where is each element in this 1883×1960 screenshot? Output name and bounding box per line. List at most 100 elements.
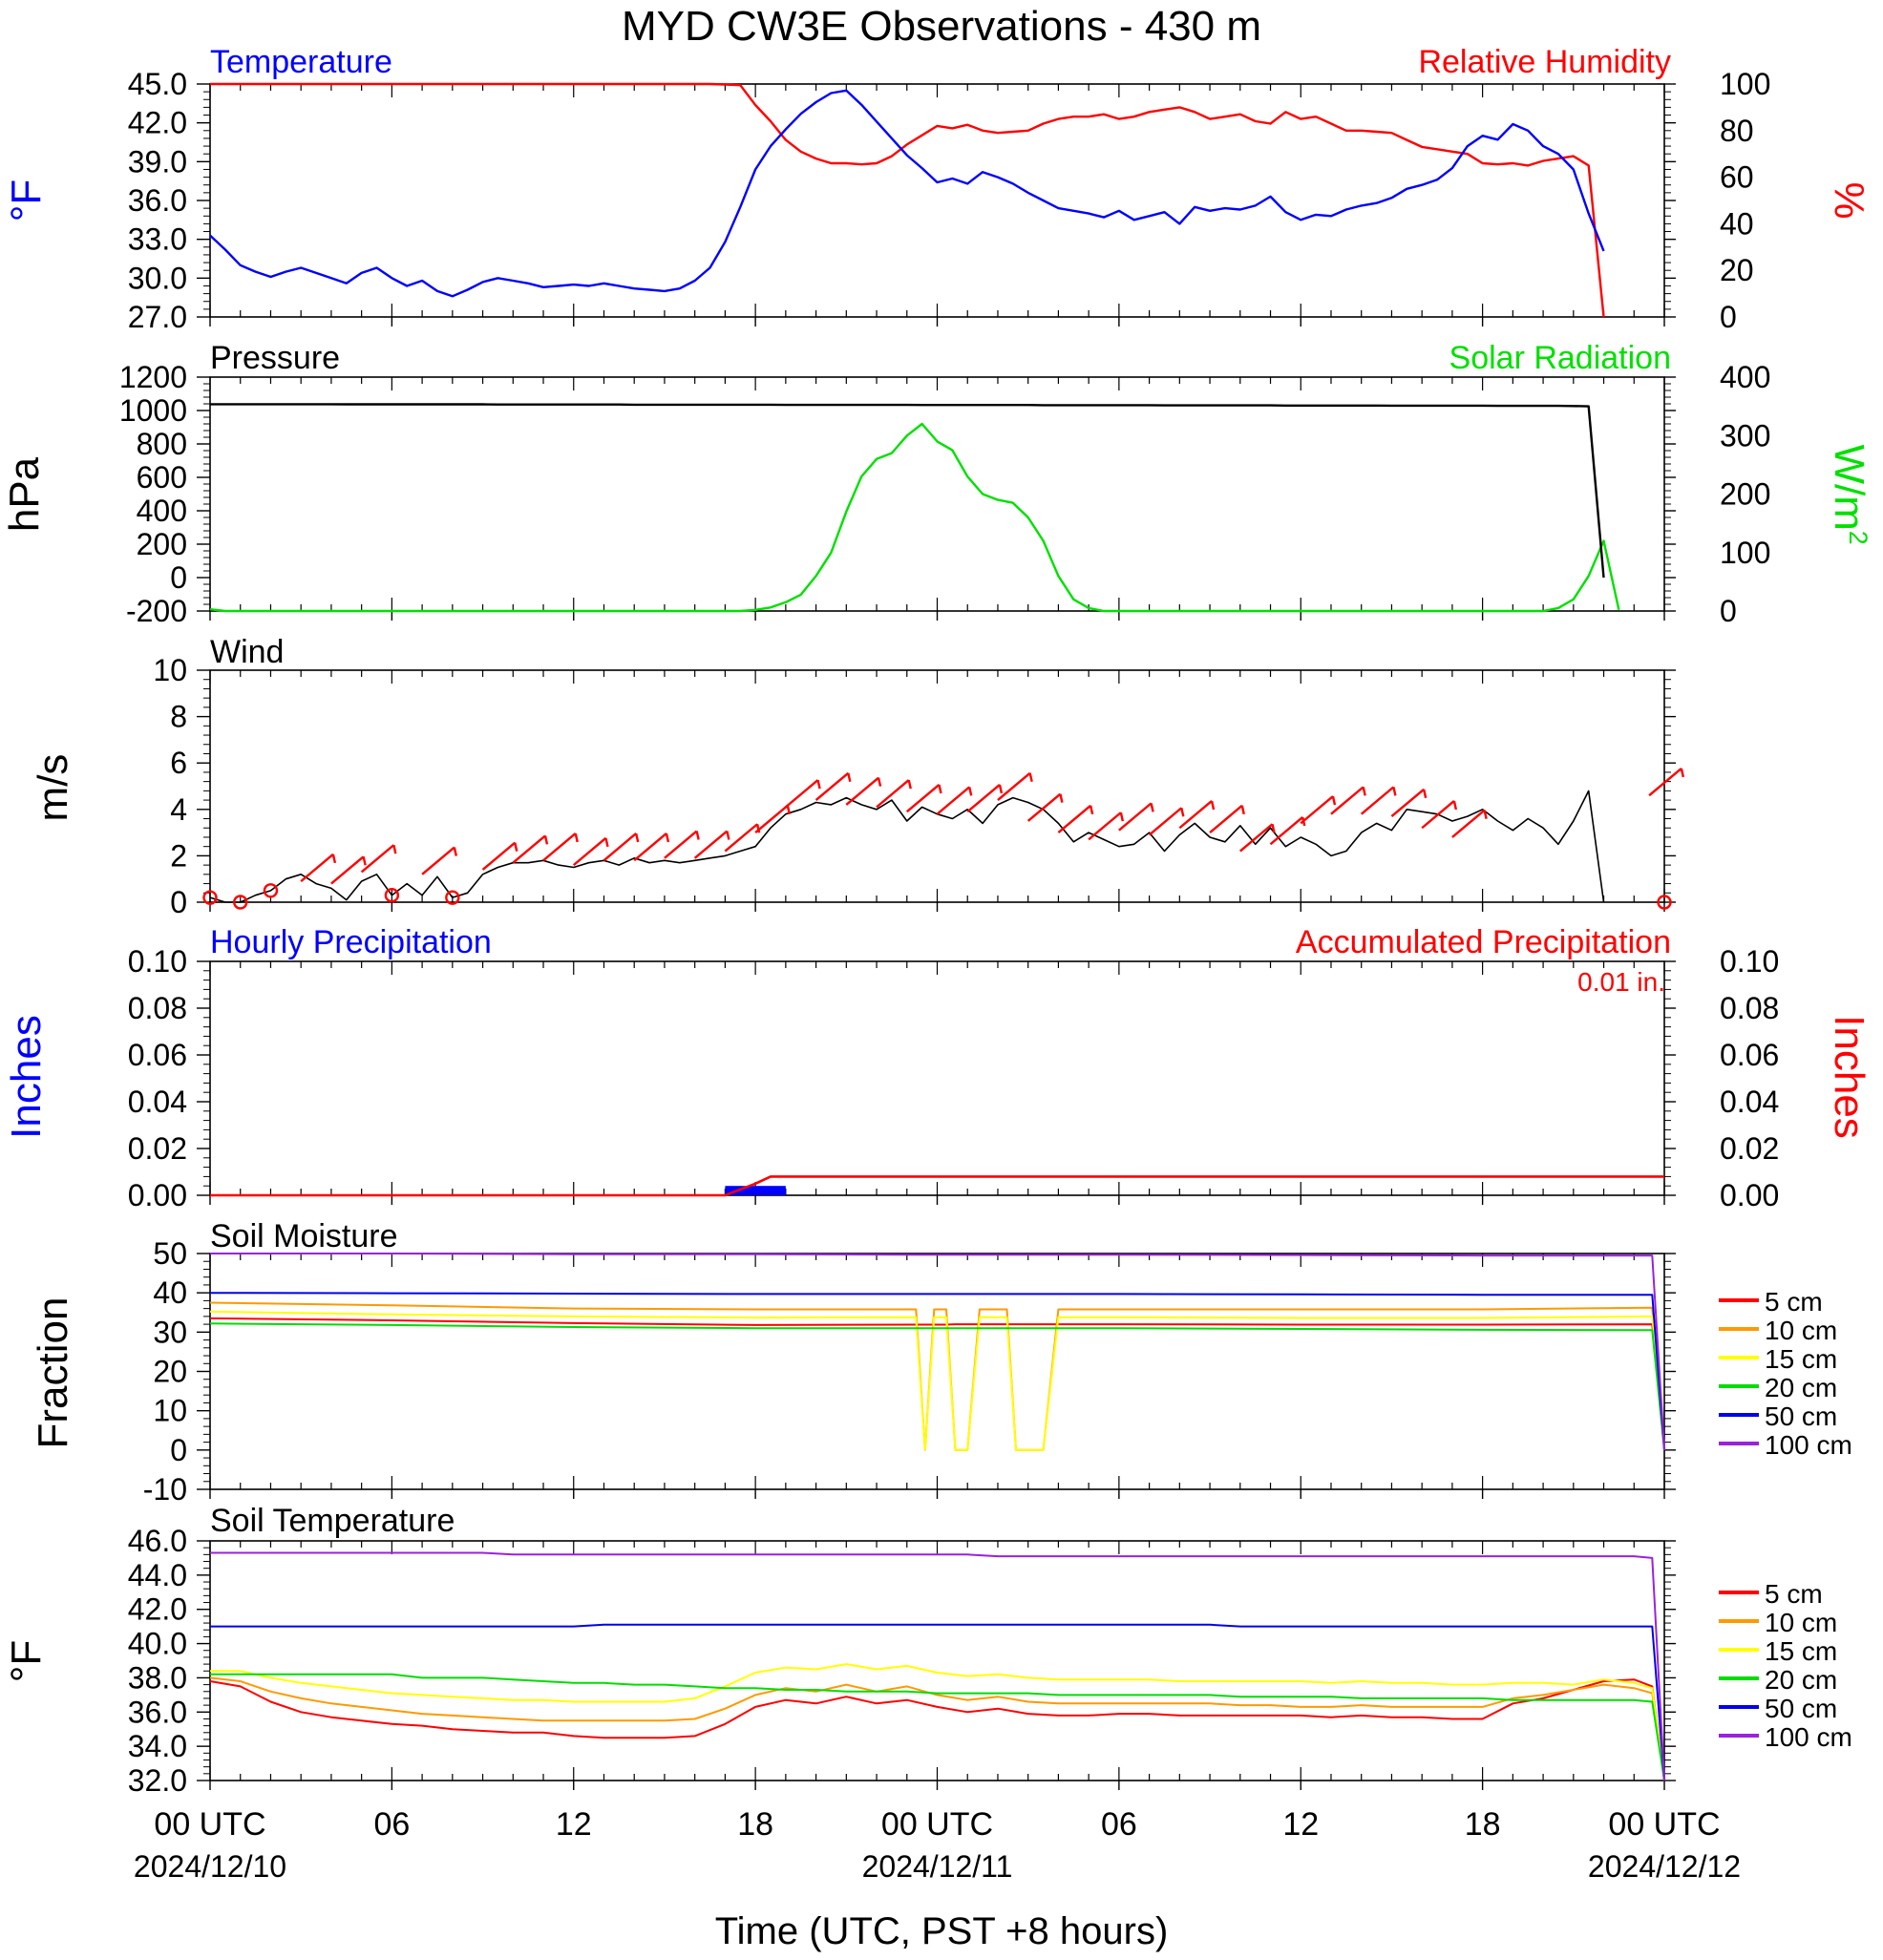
- wind-calm-marker: [202, 890, 218, 905]
- series-wind-speed: [209, 790, 1605, 903]
- series-solar-radiation: [209, 422, 1620, 613]
- legend-label: 50 cm: [1765, 1402, 1837, 1431]
- wind-barb-flag: [1422, 789, 1428, 799]
- legend-label: 20 cm: [1765, 1373, 1837, 1402]
- wind-barb: [1057, 804, 1091, 834]
- y-tick-label-left: 0.10: [128, 944, 187, 979]
- panel-pressure-solar: -2000200400600800100012000100200300400Pr…: [1, 340, 1872, 628]
- y-tick-label-left: 1200: [119, 360, 187, 394]
- wind-barb-flag: [1180, 807, 1185, 817]
- wind-barb-flag: [907, 779, 912, 790]
- wind-barb-flag: [1240, 805, 1245, 815]
- y-tick-label-left: 40: [153, 1275, 187, 1310]
- wind-barb: [1360, 786, 1395, 815]
- y-tick-label-right: 400: [1720, 360, 1770, 394]
- y-tick-label-left: 4: [170, 792, 187, 827]
- wind-barb: [876, 779, 910, 809]
- wind-barb-flag: [726, 831, 730, 840]
- legend-label: 10 cm: [1765, 1608, 1837, 1637]
- y-tick-label-left: 6: [170, 746, 187, 780]
- wind-barb: [1451, 809, 1486, 838]
- y-axis-label-right: Inches: [1826, 1015, 1872, 1139]
- y-tick-label-right: 0: [1720, 594, 1737, 628]
- panel-label-left: Wind: [210, 634, 284, 670]
- wind-barb: [664, 830, 698, 859]
- y-tick-label-left: 10: [153, 653, 187, 687]
- wind-barb: [693, 830, 729, 859]
- x-tick-label: 18: [1465, 1806, 1501, 1843]
- panels: 27.030.033.036.039.042.045.0020406080100…: [1, 44, 1872, 1798]
- y-tick-label-left: 46.0: [128, 1524, 187, 1558]
- y-axis-label-left: Inches: [3, 1015, 50, 1139]
- panel-wind: 0 2 4 6 8 10 Wind m/s: [30, 634, 1685, 919]
- y-axis-label-left: °F: [3, 1640, 50, 1682]
- wind-barb: [542, 832, 577, 862]
- panel-frame: [209, 83, 1665, 318]
- series-temperature: [209, 89, 1605, 298]
- y-axis-label-left: hPa: [1, 456, 48, 532]
- panel-label-left: Hourly Precipitation: [210, 924, 492, 960]
- series-soil-temperature-0: [209, 1678, 1665, 1781]
- panel-label-right: Solar Radiation: [1449, 340, 1671, 376]
- series-accumulated-precip: [210, 1175, 1664, 1197]
- x-tick-label: 18: [737, 1806, 773, 1843]
- wind-calm-marker: [263, 883, 279, 898]
- y-tick-label-right: 100: [1720, 67, 1770, 101]
- y-tick-label-right: 20: [1720, 253, 1754, 287]
- y-tick-label-left: 30.0: [128, 261, 187, 295]
- legend-label: 20 cm: [1765, 1665, 1837, 1695]
- y-tick-label-left: 44.0: [128, 1558, 187, 1592]
- legend-label: 10 cm: [1765, 1316, 1837, 1345]
- y-tick-label-left: 50: [153, 1236, 187, 1271]
- y-axis-label-left: Fraction: [30, 1297, 76, 1449]
- y-tick-label-left: 1000: [119, 393, 187, 428]
- wind-barb-flag: [635, 832, 640, 843]
- wind-barb: [572, 836, 607, 867]
- wind-calm-marker: [233, 895, 248, 910]
- x-tick-label: 12: [1282, 1806, 1319, 1843]
- y-tick-label-left: 42.0: [128, 1592, 187, 1627]
- wind-barb-flag: [998, 784, 1004, 794]
- y-tick-label-left: 34.0: [128, 1729, 187, 1763]
- y-axis-label-right: %: [1826, 181, 1872, 219]
- wind-barb: [330, 855, 365, 885]
- series-soil-temperature-4: [210, 1623, 1665, 1781]
- series-soil-moisture-1: [209, 1301, 1665, 1451]
- legend-label: 5 cm: [1765, 1287, 1823, 1317]
- y-tick-label-left: -10: [143, 1472, 187, 1507]
- y-tick-label-left: 0: [170, 1433, 187, 1467]
- wind-barb: [512, 834, 546, 864]
- wind-barb: [421, 846, 455, 875]
- series-soil-temperature-2: [210, 1663, 1665, 1781]
- wind-barb: [845, 776, 879, 806]
- wind-barb-flag: [877, 777, 882, 787]
- y-tick-label-right: 0.10: [1720, 944, 1779, 979]
- series-soil-temperature-3: [210, 1673, 1665, 1781]
- wind-barb-flag: [1059, 793, 1064, 803]
- panel-label-left: Soil Temperature: [210, 1503, 455, 1539]
- y-tick-label-left: 0.04: [128, 1085, 187, 1119]
- wind-barb-flag: [755, 823, 761, 833]
- wind-barb: [997, 771, 1031, 801]
- y-tick-label-right: 200: [1720, 477, 1770, 512]
- wind-barb-flag: [847, 772, 852, 783]
- y-tick-label-left: 42.0: [128, 106, 187, 140]
- x-tick-label: 12: [556, 1806, 592, 1843]
- unit-superscript: 2: [1844, 531, 1872, 545]
- y-tick-label-left: 36.0: [128, 1695, 187, 1729]
- y-tick-label-left: 0: [170, 560, 187, 595]
- wind-barb-flag: [543, 835, 549, 845]
- y-tick-label-right: 0.02: [1720, 1131, 1779, 1166]
- wind-barb-flag: [1331, 795, 1337, 806]
- y-tick-label-left: 38.0: [128, 1660, 187, 1695]
- wind-calm-marker: [445, 890, 460, 905]
- y-tick-label-left: 33.0: [128, 222, 187, 257]
- wind-barb: [1209, 804, 1243, 834]
- wind-barb: [1118, 802, 1153, 832]
- y-tick-label-left: 400: [137, 494, 187, 528]
- panel-frame: [209, 376, 1665, 612]
- wind-barb-flag: [665, 832, 670, 843]
- wind-barb: [300, 853, 334, 883]
- wind-barb-flag: [331, 854, 337, 864]
- panel-precipitation: 0.00 0.02 0.04 0.06 0.08 0.10 0.00 0.02 0.04 0.06…: [3, 924, 1872, 1212]
